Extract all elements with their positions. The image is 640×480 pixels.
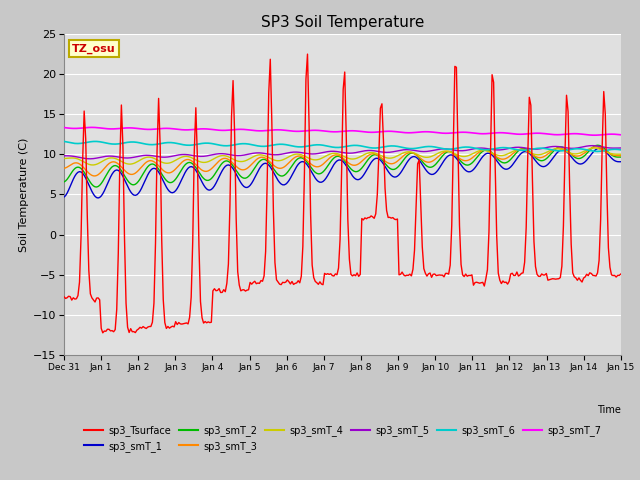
- Line: sp3_smT_1: sp3_smT_1: [64, 148, 621, 198]
- Line: sp3_smT_7: sp3_smT_7: [64, 127, 621, 135]
- sp3_smT_3: [592, 144, 600, 150]
- sp3_Tsurface: [99, 330, 107, 336]
- Line: sp3_smT_3: sp3_smT_3: [64, 147, 621, 176]
- sp3_Tsurface: [60, 294, 68, 300]
- sp3_smT_4: [246, 156, 254, 161]
- sp3_smT_5: [228, 152, 236, 158]
- Line: sp3_smT_2: sp3_smT_2: [64, 145, 621, 187]
- sp3_smT_7: [591, 132, 598, 138]
- sp3_smT_3: [228, 159, 236, 165]
- sp3_smT_1: [588, 151, 595, 157]
- sp3_Tsurface: [307, 211, 314, 217]
- sp3_smT_7: [246, 127, 254, 133]
- sp3_smT_4: [588, 145, 595, 151]
- sp3_smT_1: [60, 194, 68, 200]
- sp3_smT_1: [228, 164, 236, 169]
- sp3_smT_2: [594, 143, 602, 148]
- sp3_smT_7: [60, 125, 68, 131]
- Text: TZ_osu: TZ_osu: [72, 43, 116, 53]
- sp3_smT_3: [60, 166, 68, 171]
- sp3_smT_4: [60, 156, 68, 161]
- sp3_smT_7: [588, 132, 595, 138]
- sp3_smT_4: [228, 156, 236, 161]
- sp3_smT_6: [617, 147, 625, 153]
- sp3_smT_1: [130, 192, 138, 198]
- sp3_Tsurface: [303, 51, 311, 57]
- sp3_smT_7: [255, 128, 263, 134]
- sp3_smT_4: [617, 151, 625, 157]
- sp3_smT_2: [588, 146, 595, 152]
- sp3_Tsurface: [617, 271, 625, 277]
- sp3_Tsurface: [228, 114, 236, 120]
- sp3_smT_2: [228, 161, 236, 167]
- sp3_smT_2: [60, 179, 68, 185]
- sp3_smT_6: [588, 148, 595, 154]
- sp3_smT_3: [617, 153, 625, 158]
- sp3_smT_6: [305, 143, 313, 149]
- sp3_smT_5: [589, 143, 596, 148]
- sp3_smT_3: [255, 155, 263, 161]
- sp3_smT_4: [305, 156, 313, 161]
- sp3_smT_3: [588, 145, 595, 151]
- Line: sp3_smT_6: sp3_smT_6: [64, 142, 621, 151]
- sp3_smT_7: [88, 124, 96, 130]
- sp3_smT_6: [594, 148, 602, 154]
- sp3_smT_3: [91, 173, 99, 179]
- sp3_smT_6: [130, 139, 138, 145]
- sp3_smT_2: [130, 182, 138, 188]
- sp3_smT_4: [88, 162, 96, 168]
- sp3_smT_2: [93, 184, 100, 190]
- sp3_smT_5: [255, 150, 263, 156]
- Title: SP3 Soil Temperature: SP3 Soil Temperature: [260, 15, 424, 30]
- sp3_smT_7: [130, 125, 138, 131]
- sp3_smT_2: [246, 172, 254, 178]
- sp3_smT_1: [94, 195, 102, 201]
- sp3_smT_5: [617, 145, 625, 151]
- sp3_smT_4: [130, 160, 138, 166]
- Text: Time: Time: [597, 405, 621, 415]
- sp3_smT_1: [595, 145, 603, 151]
- sp3_smT_3: [130, 171, 138, 177]
- sp3_smT_4: [255, 152, 263, 158]
- Line: sp3_smT_4: sp3_smT_4: [64, 148, 621, 165]
- sp3_smT_1: [246, 182, 254, 188]
- sp3_Tsurface: [246, 279, 254, 285]
- sp3_smT_6: [246, 142, 254, 147]
- sp3_smT_1: [255, 166, 263, 171]
- sp3_smT_4: [591, 145, 598, 151]
- sp3_Tsurface: [255, 280, 263, 286]
- sp3_smT_5: [86, 156, 94, 162]
- Line: sp3_smT_5: sp3_smT_5: [64, 145, 621, 159]
- sp3_smT_2: [617, 154, 625, 160]
- Y-axis label: Soil Temperature (C): Soil Temperature (C): [19, 137, 29, 252]
- sp3_Tsurface: [589, 273, 596, 278]
- sp3_smT_1: [617, 159, 625, 165]
- sp3_smT_5: [130, 155, 138, 160]
- sp3_smT_6: [60, 139, 68, 144]
- sp3_smT_6: [255, 143, 263, 149]
- sp3_smT_2: [255, 158, 263, 164]
- sp3_smT_5: [60, 153, 68, 158]
- sp3_smT_6: [228, 143, 236, 148]
- Legend: sp3_Tsurface, sp3_smT_1, sp3_smT_2, sp3_smT_3, sp3_smT_4, sp3_smT_5, sp3_smT_6, : sp3_Tsurface, sp3_smT_1, sp3_smT_2, sp3_…: [80, 421, 605, 456]
- sp3_smT_7: [617, 132, 625, 138]
- Line: sp3_Tsurface: sp3_Tsurface: [64, 54, 621, 333]
- sp3_smT_3: [305, 159, 313, 165]
- sp3_smT_5: [305, 151, 313, 156]
- sp3_smT_5: [246, 151, 254, 156]
- sp3_smT_2: [305, 162, 313, 168]
- sp3_smT_6: [91, 139, 99, 144]
- sp3_smT_1: [305, 165, 313, 170]
- sp3_smT_5: [588, 143, 595, 148]
- sp3_smT_7: [228, 127, 236, 133]
- sp3_smT_7: [305, 128, 313, 133]
- sp3_Tsurface: [130, 329, 138, 335]
- sp3_smT_3: [246, 163, 254, 169]
